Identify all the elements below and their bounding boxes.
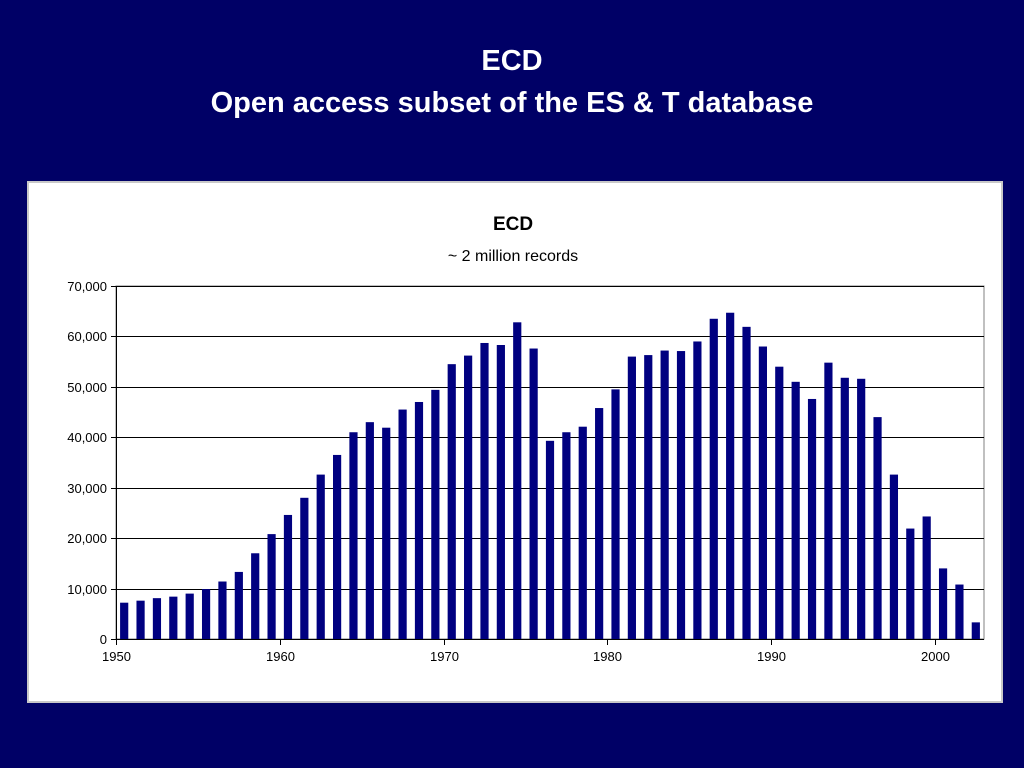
bar-1959 bbox=[267, 534, 276, 639]
bar-1971 bbox=[464, 355, 473, 639]
x-tick-label: 1960 bbox=[266, 649, 295, 664]
bar-1985 bbox=[693, 341, 702, 639]
bar-1999 bbox=[922, 516, 931, 639]
slide-title-line1: ECD bbox=[481, 45, 543, 77]
chart-title: ECD bbox=[493, 214, 533, 235]
bar-1984 bbox=[676, 351, 686, 639]
bar-1986 bbox=[709, 318, 718, 639]
bar-1998 bbox=[906, 528, 915, 639]
x-tick-label: 1980 bbox=[593, 649, 622, 664]
bar-chart: ECD ~ 2 million records 0 10,000 20,000 30,… bbox=[67, 214, 985, 664]
bar-1962 bbox=[316, 474, 325, 639]
bar-1957 bbox=[234, 571, 243, 639]
bar-1996 bbox=[873, 417, 882, 639]
bar-1968 bbox=[414, 401, 424, 639]
y-tick-label: 10,000 bbox=[67, 582, 107, 597]
bar-1990 bbox=[775, 366, 784, 639]
bar-1953 bbox=[169, 596, 178, 639]
y-tick-label: 20,000 bbox=[67, 531, 107, 546]
bar-1965 bbox=[365, 422, 374, 639]
bar-1964 bbox=[349, 432, 358, 639]
bar-1970 bbox=[447, 364, 456, 639]
bar-1972 bbox=[480, 342, 489, 639]
bar-1956 bbox=[218, 581, 227, 639]
y-tick-labels: 0 10,000 20,000 30,000 40,000 50,000 60,000 70,… bbox=[67, 279, 107, 647]
bar-1966 bbox=[382, 427, 391, 639]
bar-1978 bbox=[578, 426, 587, 639]
bar-1994 bbox=[840, 377, 849, 639]
bar-1969 bbox=[431, 389, 440, 639]
bar-2002 bbox=[971, 622, 980, 639]
bar-1963 bbox=[333, 454, 342, 639]
x-tick-label: 1990 bbox=[757, 649, 786, 664]
bar-1983 bbox=[660, 350, 669, 639]
x-tick-label: 1970 bbox=[430, 649, 459, 664]
x-tick-labels: 1950 1960 1970 1980 1990 2000 bbox=[102, 649, 950, 664]
x-tick-label: 1950 bbox=[102, 649, 131, 664]
y-tick-label: 70,000 bbox=[67, 279, 107, 294]
bar-1977 bbox=[562, 432, 571, 639]
bar-1967 bbox=[398, 409, 407, 639]
bar-1992 bbox=[807, 398, 817, 639]
bar-1954 bbox=[185, 593, 194, 639]
bar-1973 bbox=[496, 345, 505, 639]
bar-1951 bbox=[136, 600, 145, 639]
bar-1955 bbox=[201, 589, 211, 639]
chart-frame: ECD ~ 2 million records 0 10,000 20,000 30,… bbox=[27, 181, 1003, 703]
bar-1988 bbox=[742, 326, 751, 639]
bar-1960 bbox=[283, 514, 293, 639]
y-tick-label: 50,000 bbox=[67, 380, 107, 395]
bars bbox=[120, 312, 980, 639]
axes bbox=[116, 286, 984, 645]
bar-1991 bbox=[791, 381, 800, 639]
bar-1958 bbox=[251, 553, 260, 639]
y-tick-label: 40,000 bbox=[67, 430, 107, 445]
bar-1997 bbox=[889, 474, 899, 639]
bar-1982 bbox=[644, 355, 653, 639]
bar-1979 bbox=[595, 408, 604, 639]
bar-1976 bbox=[545, 440, 555, 639]
bar-1989 bbox=[758, 346, 767, 639]
bar-1974 bbox=[513, 322, 522, 639]
bar-1981 bbox=[627, 356, 636, 639]
bar-2000 bbox=[938, 568, 948, 639]
bar-1975 bbox=[529, 348, 538, 639]
bar-1952 bbox=[152, 598, 162, 639]
y-tick-label: 0 bbox=[100, 632, 107, 647]
bar-1980 bbox=[611, 389, 620, 639]
chart-subtitle: ~ 2 million records bbox=[448, 248, 578, 265]
y-tick-label: 30,000 bbox=[67, 481, 107, 496]
bar-1950 bbox=[120, 602, 129, 639]
slide-title-line2: Open access subset of the ES & T databas… bbox=[210, 87, 814, 119]
bar-1961 bbox=[300, 497, 309, 639]
bar-1993 bbox=[824, 362, 833, 639]
bar-1995 bbox=[857, 378, 866, 639]
y-tick-label: 60,000 bbox=[67, 329, 107, 344]
x-tick-label: 2000 bbox=[921, 649, 950, 664]
bar-1987 bbox=[726, 312, 735, 639]
bar-2001 bbox=[955, 584, 964, 639]
